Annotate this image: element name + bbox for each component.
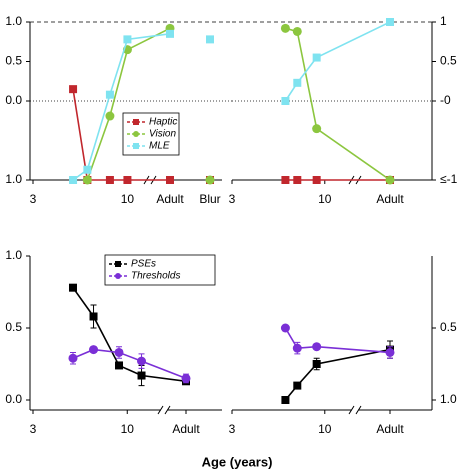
- series-line: [284, 327, 391, 354]
- y-tick-label: 0.0: [5, 392, 22, 406]
- data-point: [123, 35, 132, 44]
- legend-label: PSEs: [131, 259, 156, 270]
- x-axis-label: Age (years): [202, 454, 273, 469]
- x-tick-label: Adult: [172, 422, 200, 436]
- legend-label: Haptic: [149, 117, 177, 128]
- data-point: [312, 342, 322, 352]
- legend-marker: [133, 131, 139, 137]
- y-tick-label: 1.0: [5, 14, 22, 28]
- data-point: [89, 312, 98, 321]
- data-point: [293, 381, 302, 390]
- data-point: [68, 283, 77, 292]
- y-tick-label: 1.0: [5, 172, 22, 186]
- data-point: [280, 23, 290, 33]
- data-point: [386, 18, 394, 26]
- data-point: [89, 345, 99, 355]
- series-line: [86, 27, 171, 181]
- y2-tick-label: 0.5: [440, 54, 457, 68]
- data-point: [312, 53, 321, 62]
- x-tick-label: 3: [30, 192, 37, 206]
- axis-break: [348, 405, 362, 415]
- x-tick-label: 10: [121, 422, 135, 436]
- data-point: [114, 347, 124, 357]
- y-tick-label: 0.5: [5, 320, 22, 334]
- data-point: [312, 124, 322, 134]
- data-point: [181, 373, 191, 383]
- data-point: [105, 90, 114, 99]
- data-point: [105, 176, 114, 184]
- legend-marker: [133, 143, 139, 149]
- data-point: [293, 78, 302, 87]
- legend-marker: [115, 273, 121, 279]
- data-point: [385, 175, 395, 185]
- y2-tick-label: -0: [440, 93, 451, 107]
- x-tick-label: 3: [30, 422, 37, 436]
- series-line: [72, 287, 187, 383]
- data-point: [166, 29, 174, 38]
- data-point: [115, 361, 124, 370]
- y2-tick-label: ≤-1: [440, 172, 458, 186]
- x-tick-label: 3: [229, 192, 236, 206]
- data-point: [292, 343, 302, 353]
- data-point: [166, 176, 174, 184]
- legend-box: [104, 254, 216, 286]
- data-point: [312, 360, 321, 368]
- axis-break: [157, 405, 171, 415]
- series-line: [284, 21, 391, 102]
- x-tick-label: 3: [229, 422, 236, 436]
- series-line: [285, 27, 391, 181]
- y2-tick-label: 1.0: [440, 392, 457, 406]
- legend-marker: [115, 261, 121, 267]
- y-tick-label: 0.5: [5, 54, 22, 68]
- data-point: [281, 396, 290, 404]
- legend-label: MLE: [149, 141, 170, 152]
- x-tick-label: Adult: [156, 192, 184, 206]
- data-point: [83, 165, 92, 174]
- x-tick-label: Adult: [376, 422, 404, 436]
- data-point: [69, 85, 78, 94]
- legend-label: Thresholds: [131, 271, 180, 282]
- y-tick-label: 0.0: [5, 93, 22, 107]
- series-line: [284, 348, 391, 401]
- data-point: [205, 175, 215, 185]
- data-point: [293, 176, 302, 184]
- data-point: [82, 175, 92, 185]
- data-point: [69, 176, 78, 184]
- data-point: [123, 176, 132, 184]
- x-tick-label: 10: [318, 192, 332, 206]
- data-point: [280, 323, 290, 333]
- data-point: [105, 111, 115, 121]
- data-point: [385, 347, 395, 357]
- data-point: [206, 35, 214, 44]
- data-point: [281, 97, 290, 105]
- y2-tick-label: 0.5: [440, 320, 457, 334]
- x-tick-label: Adult: [376, 192, 404, 206]
- legend-marker: [133, 119, 139, 125]
- panel: 1 0.5 -0 ≤-1 3 10 Adult: [229, 14, 458, 206]
- x-tick-label: 10: [121, 192, 135, 206]
- data-point: [292, 26, 302, 36]
- data-point: [137, 356, 147, 366]
- legend-label: Vision: [149, 129, 176, 140]
- panel: 0.5 1.0 3 10 Adult: [229, 256, 457, 436]
- x-tick-label: Blur: [199, 192, 220, 206]
- data-point: [281, 176, 290, 184]
- data-point: [137, 371, 146, 380]
- y2-tick-label: 1: [440, 14, 447, 28]
- data-point: [68, 353, 78, 363]
- y-tick-label: 1.0: [5, 248, 22, 262]
- data-point: [312, 176, 321, 184]
- series-line: [72, 33, 171, 181]
- x-tick-label: 10: [318, 422, 332, 436]
- series-line: [72, 348, 187, 380]
